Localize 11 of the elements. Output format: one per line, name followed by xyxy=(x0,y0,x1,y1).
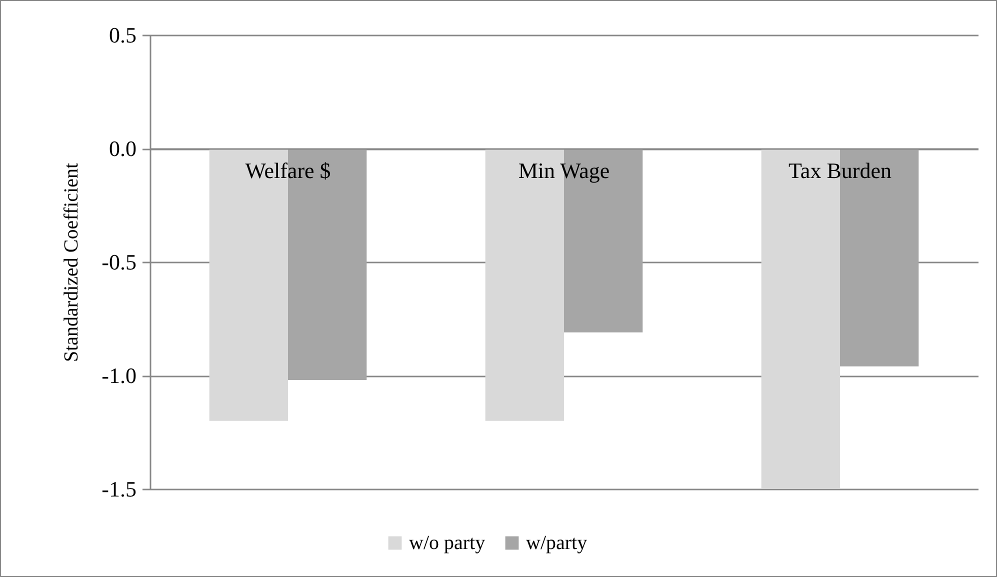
y-tick-label: -1.0 xyxy=(102,363,136,388)
legend-label: w/o party xyxy=(409,532,486,554)
y-axis-title: Standardized Coefficient xyxy=(60,162,83,362)
x-tick-label: Welfare $ xyxy=(245,158,331,183)
y-tick-label: 0.5 xyxy=(109,22,136,48)
legend-label: w/party xyxy=(526,532,588,554)
y-tick-label: 0.0 xyxy=(109,136,136,161)
x-tick-label: Min Wage xyxy=(518,158,610,183)
x-tick-label: Tax Burden xyxy=(788,158,892,183)
y-tick-label: -1.5 xyxy=(102,476,136,502)
y-tick-label: -0.5 xyxy=(102,250,136,274)
